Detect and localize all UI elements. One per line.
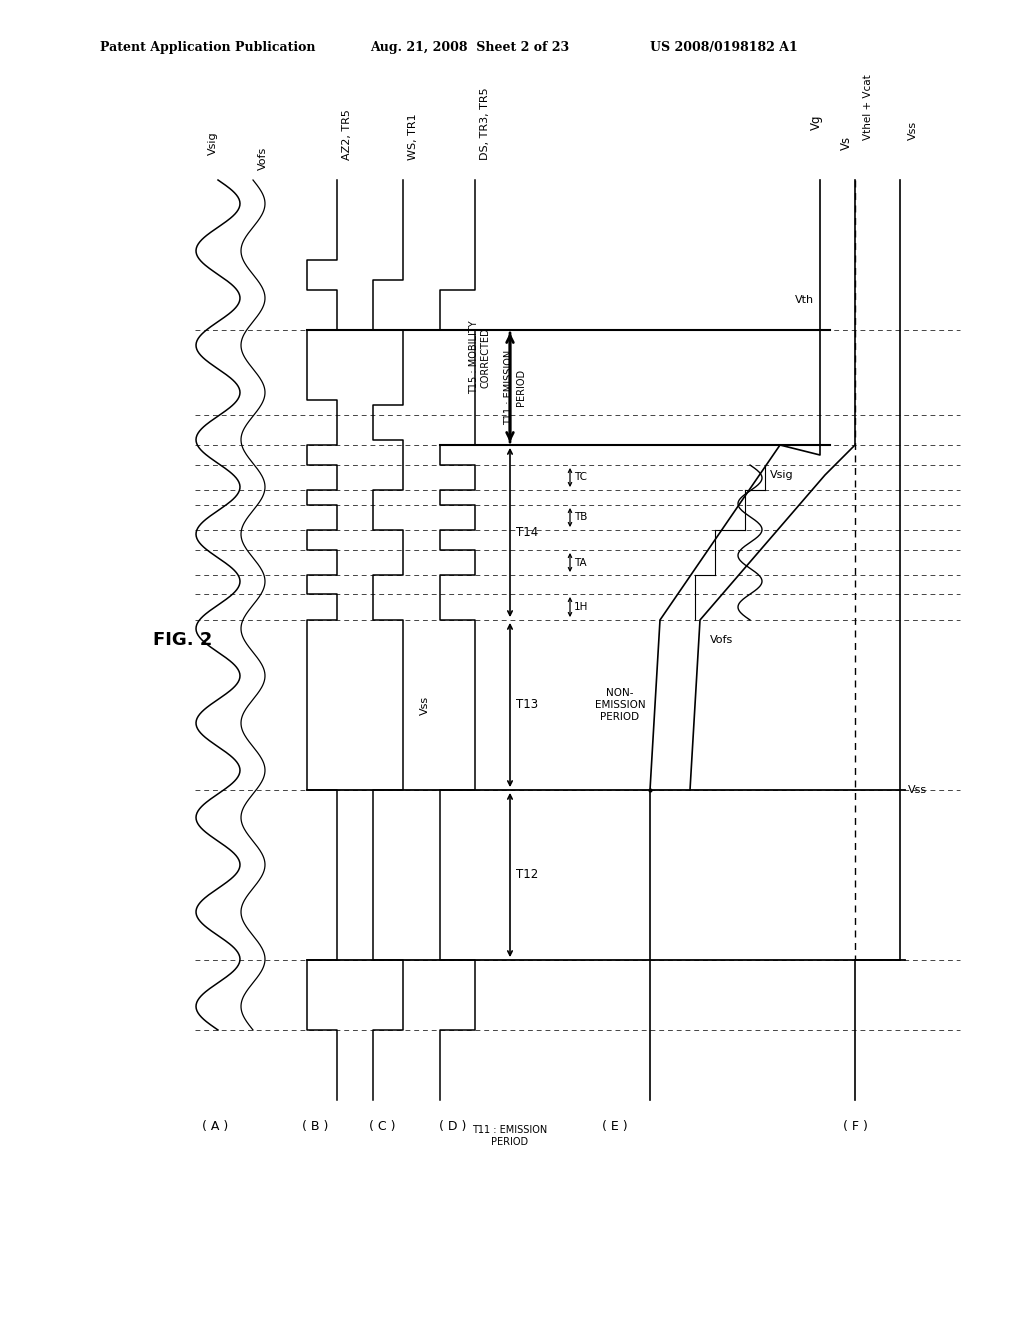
Text: ( F ): ( F ) bbox=[843, 1119, 867, 1133]
Text: Vsig: Vsig bbox=[770, 470, 794, 480]
Text: Vth: Vth bbox=[795, 294, 814, 305]
Text: NON-
EMISSION
PERIOD: NON- EMISSION PERIOD bbox=[595, 689, 645, 722]
Text: ( E ): ( E ) bbox=[602, 1119, 628, 1133]
Text: ( B ): ( B ) bbox=[302, 1119, 328, 1133]
Text: Vg: Vg bbox=[810, 115, 823, 129]
Text: ( D ): ( D ) bbox=[439, 1119, 467, 1133]
Text: TB: TB bbox=[574, 512, 588, 523]
Text: T12: T12 bbox=[516, 869, 539, 882]
Text: Vss: Vss bbox=[908, 785, 927, 795]
Text: Patent Application Publication: Patent Application Publication bbox=[100, 41, 315, 54]
Text: Vss: Vss bbox=[908, 121, 918, 140]
Text: Vsig: Vsig bbox=[208, 132, 218, 154]
Text: Vs: Vs bbox=[840, 136, 853, 150]
Text: T14: T14 bbox=[516, 525, 539, 539]
Text: US 2008/0198182 A1: US 2008/0198182 A1 bbox=[650, 41, 798, 54]
Text: T13: T13 bbox=[516, 698, 539, 711]
Text: TA: TA bbox=[574, 557, 587, 568]
Text: Vthel + Vcat: Vthel + Vcat bbox=[863, 74, 873, 140]
Text: T11 : EMISSION
PERIOD: T11 : EMISSION PERIOD bbox=[472, 1125, 548, 1147]
Text: TC: TC bbox=[574, 473, 587, 483]
Text: Vofs: Vofs bbox=[710, 635, 733, 645]
Text: Vss: Vss bbox=[420, 696, 430, 714]
Text: T15 : MOBILITY
CORRECTED: T15 : MOBILITY CORRECTED bbox=[469, 321, 490, 395]
Text: T11 : EMISSION
PERIOD: T11 : EMISSION PERIOD bbox=[504, 350, 525, 425]
Text: 1H: 1H bbox=[574, 602, 589, 612]
Text: AZ2, TR5: AZ2, TR5 bbox=[342, 110, 352, 160]
Text: ( A ): ( A ) bbox=[202, 1119, 228, 1133]
Text: ( C ): ( C ) bbox=[369, 1119, 395, 1133]
Text: Aug. 21, 2008  Sheet 2 of 23: Aug. 21, 2008 Sheet 2 of 23 bbox=[370, 41, 569, 54]
Text: WS, TR1: WS, TR1 bbox=[408, 114, 418, 160]
Text: Vofs: Vofs bbox=[258, 147, 268, 170]
Text: FIG. 2: FIG. 2 bbox=[153, 631, 212, 649]
Text: DS, TR3, TR5: DS, TR3, TR5 bbox=[480, 87, 490, 160]
